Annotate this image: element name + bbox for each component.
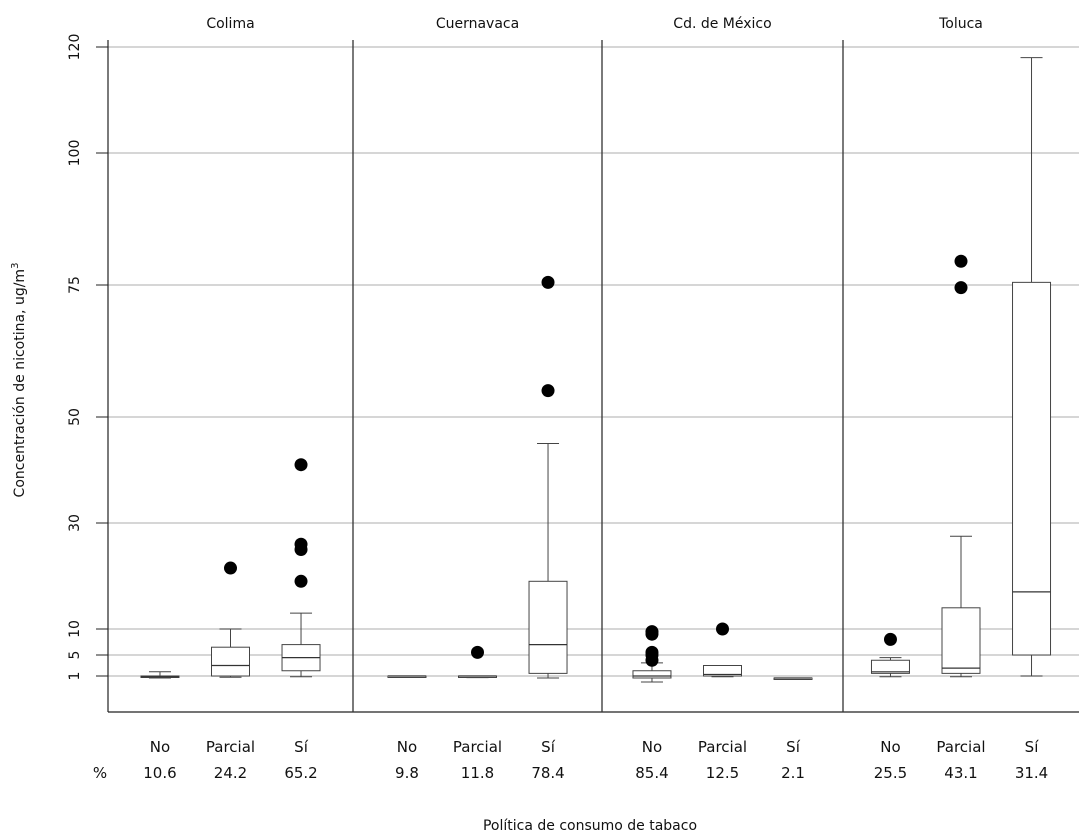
percent-value: 65.2 [284, 764, 317, 782]
y-tick-label: 75 [67, 276, 83, 294]
outlier-point [716, 622, 729, 636]
boxplot-group [211, 561, 250, 678]
boxplot-group [773, 677, 813, 680]
outlier-point [954, 254, 968, 268]
x-category-label: Sí [1025, 738, 1040, 756]
percent-value: 43.1 [944, 764, 977, 782]
y-axis-title: Concentración de nicotina, ug/m3 [10, 263, 28, 498]
outlier-point [224, 561, 237, 575]
percent-value: 31.4 [1015, 764, 1048, 782]
outlier-point [294, 537, 308, 551]
percent-value: 24.2 [214, 764, 247, 782]
outlier-point [294, 458, 308, 472]
x-category-label: Sí [541, 738, 556, 756]
boxplot-group [703, 622, 742, 678]
labels: 1 5 10 30 50 75 100 120 Colima No 10.6 Parcial 24.2 S… [67, 16, 1048, 782]
x-category-label: Sí [294, 738, 309, 756]
x-category-label: Parcial [936, 738, 985, 756]
boxplots [140, 57, 1052, 683]
x-category-label: No [150, 738, 170, 756]
percent-value: 78.4 [531, 764, 564, 782]
y-tick-label: 30 [67, 514, 83, 532]
percent-value: 85.4 [635, 764, 668, 782]
boxplot-group [458, 645, 497, 679]
y-tick-label: 5 [67, 651, 83, 660]
y-axis-title-text: Concentración de nicotina, ug/m [12, 269, 28, 498]
x-axis-title: Política de consumo de tabaco [483, 818, 697, 834]
x-category-label: Parcial [698, 738, 747, 756]
y-axis-title-superscript: 3 [10, 263, 21, 269]
grid-lines [108, 46, 1079, 677]
percent-value: 25.5 [874, 764, 907, 782]
outlier-point [541, 275, 555, 289]
boxplot-group [941, 254, 981, 678]
box-iqr [211, 646, 250, 677]
y-tick-label: 10 [67, 620, 83, 638]
x-category-label: No [642, 738, 662, 756]
outlier-point [294, 574, 308, 588]
y-tick-label: 1 [67, 672, 83, 681]
x-category-label: Parcial [206, 738, 255, 756]
outlier-point [645, 625, 659, 639]
box-iqr [703, 665, 742, 677]
percent-row-label: % [93, 764, 107, 782]
percent-value: 10.6 [143, 764, 176, 782]
boxplot-group [1012, 57, 1052, 677]
panel-title: Colima [206, 16, 254, 32]
boxplot-group [632, 625, 672, 683]
y-tick-label: 50 [67, 408, 83, 426]
outlier-point [954, 281, 968, 295]
box-iqr [1012, 281, 1052, 656]
boxplot-group [870, 632, 910, 678]
percent-value: 12.5 [706, 764, 739, 782]
plot-frame [96, 40, 1079, 713]
y-tick-label: 100 [67, 140, 83, 167]
boxplot-group [528, 275, 568, 679]
boxplot-group [281, 458, 321, 678]
x-category-label: No [880, 738, 900, 756]
y-tick-label: 120 [67, 34, 83, 61]
box-iqr [528, 580, 568, 674]
panel-title: Toluca [938, 16, 983, 32]
x-category-label: No [397, 738, 417, 756]
box-iqr [870, 659, 910, 674]
box-iqr [632, 670, 672, 679]
outlier-point [541, 384, 555, 398]
boxplot-group [387, 675, 427, 678]
percent-value: 11.8 [461, 764, 494, 782]
x-category-label: Parcial [453, 738, 502, 756]
outlier-point [645, 645, 659, 659]
panel-title: Cuernavaca [436, 16, 519, 32]
x-category-label: Sí [786, 738, 801, 756]
boxplot-group [140, 671, 180, 679]
percent-value: 2.1 [781, 764, 805, 782]
box-iqr [941, 607, 981, 674]
outlier-point [471, 645, 484, 659]
panel-title: Cd. de México [673, 16, 771, 32]
outlier-point [883, 632, 897, 646]
percent-value: 9.8 [395, 764, 419, 782]
